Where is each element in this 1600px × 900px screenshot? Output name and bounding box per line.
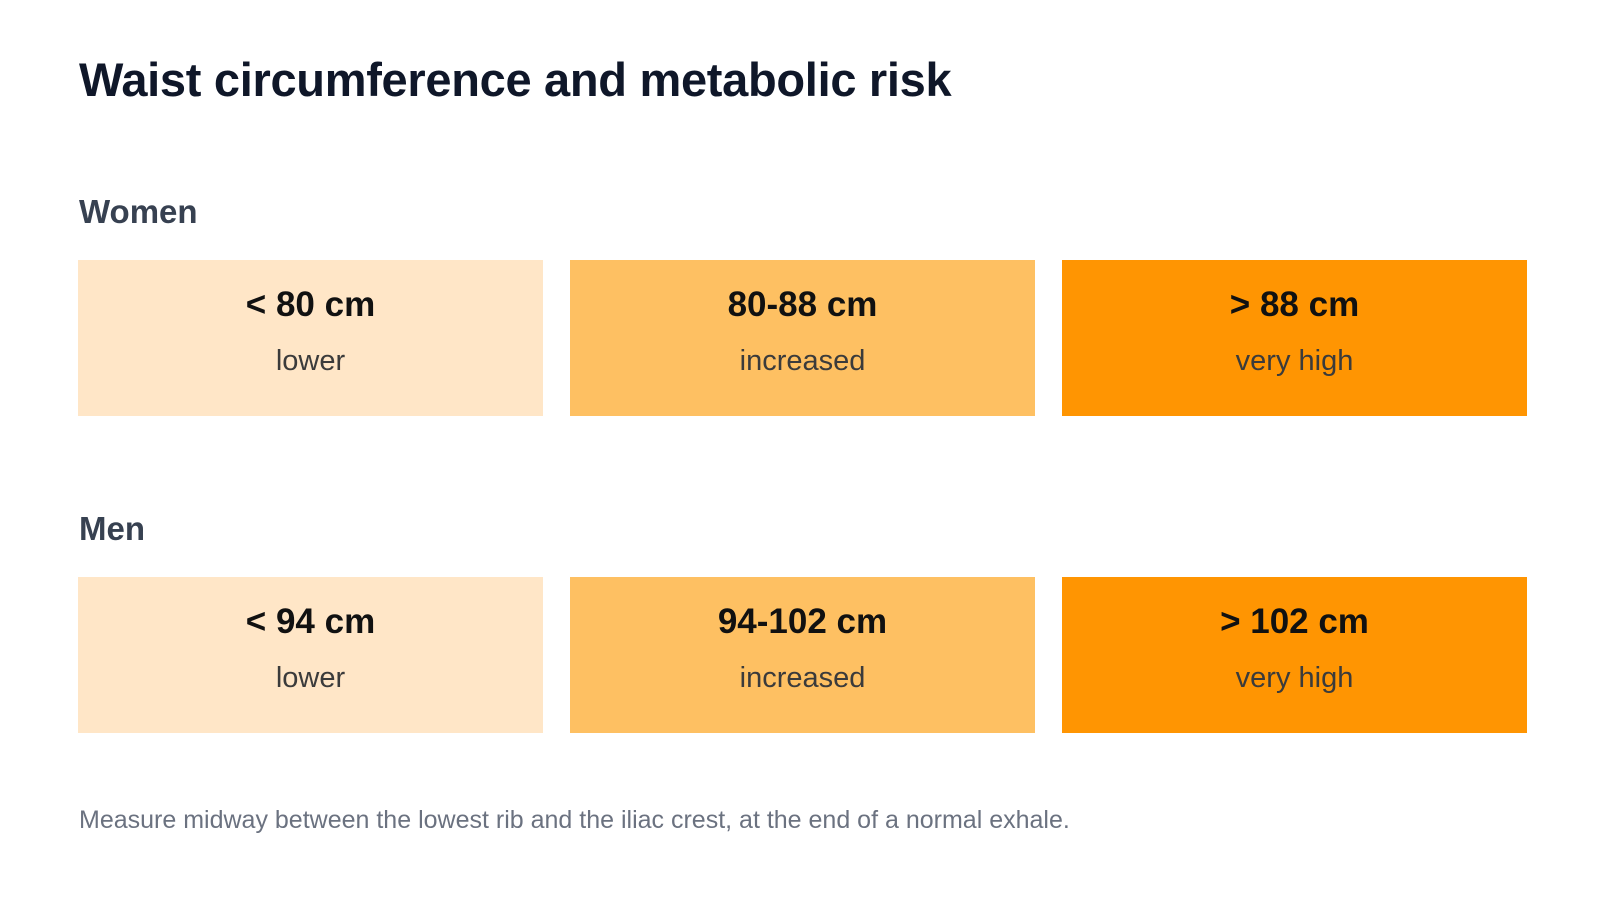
- page-title: Waist circumference and metabolic risk: [79, 53, 952, 106]
- cell-range: > 88 cm: [1229, 285, 1360, 324]
- cell-risk-level: increased: [739, 345, 866, 377]
- cell-range: 94-102 cm: [717, 602, 888, 641]
- men-very-high-risk-cell: > 102 cm very high: [1062, 577, 1527, 733]
- women-risk-row: < 80 cm lower 80-88 cm increased > 88 cm…: [78, 260, 1527, 416]
- cell-risk-level: lower: [275, 345, 346, 377]
- women-very-high-risk-cell: > 88 cm very high: [1062, 260, 1527, 416]
- cell-risk-level: lower: [275, 662, 346, 694]
- cell-risk-level: very high: [1235, 345, 1354, 377]
- women-section-label: Women: [79, 193, 198, 230]
- cell-range: < 80 cm: [245, 285, 376, 324]
- measurement-footnote: Measure midway between the lowest rib an…: [79, 806, 1070, 834]
- men-increased-risk-cell: 94-102 cm increased: [570, 577, 1035, 733]
- cell-range: > 102 cm: [1220, 602, 1369, 641]
- men-lower-risk-cell: < 94 cm lower: [78, 577, 543, 733]
- women-lower-risk-cell: < 80 cm lower: [78, 260, 543, 416]
- men-section-label: Men: [79, 510, 145, 547]
- cell-risk-level: very high: [1235, 662, 1354, 694]
- cell-risk-level: increased: [739, 662, 866, 694]
- cell-range: 80-88 cm: [727, 285, 878, 324]
- women-increased-risk-cell: 80-88 cm increased: [570, 260, 1035, 416]
- men-risk-row: < 94 cm lower 94-102 cm increased > 102 …: [78, 577, 1527, 733]
- cell-range: < 94 cm: [245, 602, 376, 641]
